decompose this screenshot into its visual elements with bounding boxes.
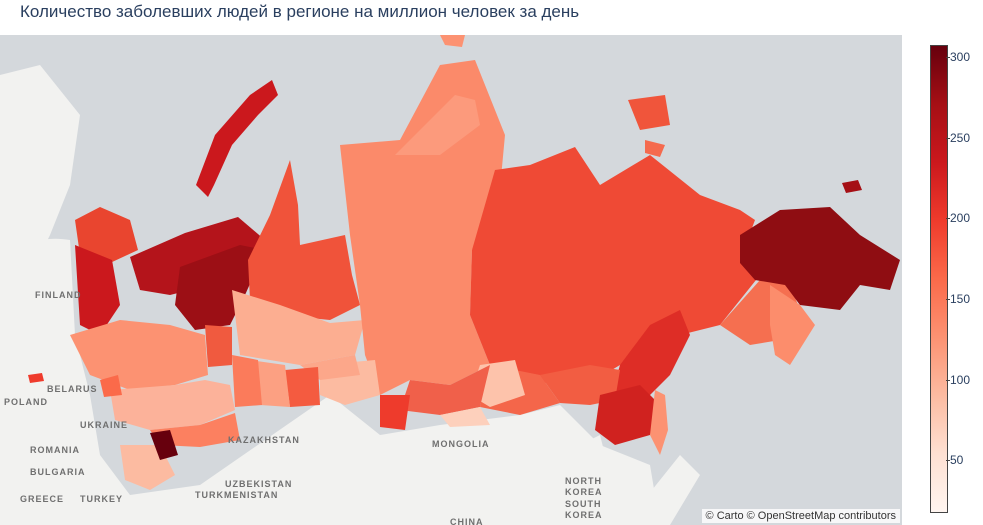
label-mongolia: MONGOLIA: [432, 439, 490, 449]
label-north-korea-2: KOREA: [565, 487, 603, 497]
region-perm[interactable]: [205, 325, 232, 367]
region-moscow[interactable]: [100, 375, 122, 397]
label-ukraine: UKRAINE: [80, 420, 128, 430]
region-krasnoyarsk[interactable]: [340, 60, 505, 395]
region-nsiberian-islands[interactable]: [628, 95, 670, 130]
colorbar-tick-50: 50: [945, 453, 964, 468]
label-bulgaria: BULGARIA: [30, 467, 86, 477]
colorbar-tick-150: 150: [945, 291, 971, 306]
region-kamchatka[interactable]: [770, 285, 815, 365]
region-sakhalin[interactable]: [650, 390, 668, 455]
region-tuva[interactable]: [440, 407, 490, 427]
label-south-korea-2: KOREA: [565, 510, 603, 520]
label-turkmenistan: TURKMENISTAN: [195, 490, 278, 500]
colorbar-tick-200: 200: [945, 211, 971, 226]
region-yakutia[interactable]: [470, 147, 760, 395]
region-yamal[interactable]: [248, 160, 360, 320]
label-china: CHINA: [450, 517, 484, 525]
region-khabarovsk[interactable]: [610, 310, 690, 405]
region-islands-3[interactable]: [440, 35, 465, 47]
map-attribution: © Carto © OpenStreetMap contributors: [701, 509, 900, 523]
region-omsk[interactable]: [285, 367, 320, 407]
colorbar: [930, 45, 948, 513]
label-uzbekistan: UZBEKISTAN: [225, 479, 292, 489]
region-karelia[interactable]: [75, 245, 120, 335]
chart-title: Количество заболевших людей в регионе на…: [20, 2, 580, 21]
region-central-2[interactable]: [110, 380, 235, 430]
region-khmao[interactable]: [232, 290, 365, 365]
land-japan: [640, 455, 700, 525]
label-north-korea-1: NORTH: [565, 476, 602, 486]
label-belarus: BELARUS: [47, 384, 98, 394]
region-novaya-zemlya[interactable]: [196, 80, 278, 197]
region-dagestan[interactable]: [150, 430, 178, 460]
label-south-korea-1: SOUTH: [565, 499, 602, 509]
land-west: [0, 238, 660, 525]
label-finland: FINLAND: [35, 290, 82, 300]
label-romania: ROMANIA: [30, 445, 80, 455]
choropleth-map[interactable]: FINLAND BELARUS POLAND UKRAINE ROMANIA B…: [0, 35, 902, 525]
region-primorye[interactable]: [595, 385, 660, 445]
region-komi[interactable]: [175, 245, 265, 330]
label-greece: GREECE: [20, 494, 64, 504]
region-murmansk[interactable]: [75, 207, 138, 263]
region-central-1[interactable]: [70, 320, 208, 390]
map-canvas: FINLAND BELARUS POLAND UKRAINE ROMANIA B…: [0, 35, 900, 525]
land-korea: [555, 435, 610, 525]
label-kazakhstan: KAZAKHSTAN: [228, 435, 300, 445]
label-poland: POLAND: [4, 397, 48, 407]
region-sverdlovsk[interactable]: [232, 355, 262, 407]
land-scandinavia: [0, 65, 80, 305]
region-kaliningrad[interactable]: [28, 373, 44, 383]
colorbar-tick-250: 250: [945, 130, 971, 145]
region-taymyr-east[interactable]: [395, 95, 480, 155]
colorbar-tick-300: 300: [945, 49, 971, 64]
region-irkutsk[interactable]: [400, 365, 490, 415]
region-arkhangelsk[interactable]: [130, 217, 265, 295]
region-chukotka[interactable]: [740, 207, 900, 310]
label-turkey: TURKEY: [80, 494, 123, 504]
region-islands-2[interactable]: [645, 140, 665, 157]
colorbar-tick-100: 100: [945, 372, 971, 387]
region-altai[interactable]: [380, 395, 410, 430]
region-wrangel[interactable]: [842, 180, 862, 193]
